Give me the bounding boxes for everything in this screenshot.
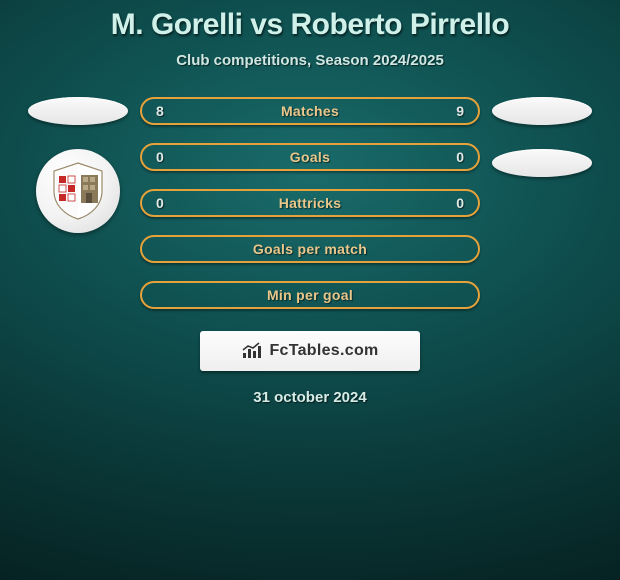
brand-text: FcTables.com <box>269 342 378 360</box>
stat-value-left: 8 <box>156 103 164 119</box>
rimini-crest-icon <box>46 159 110 223</box>
right-team-crest-placeholder <box>492 149 592 177</box>
left-player-photo-placeholder <box>28 97 128 125</box>
right-player-photo-placeholder <box>492 97 592 125</box>
right-column <box>492 97 592 177</box>
left-team-crest <box>36 149 120 233</box>
stat-label: Goals per match <box>253 241 367 257</box>
stat-label: Matches <box>281 103 339 119</box>
snapshot-date: 31 october 2024 <box>0 389 620 406</box>
chart-icon <box>241 342 263 360</box>
stat-value-left: 0 <box>156 149 164 165</box>
stat-label: Hattricks <box>279 195 342 211</box>
stat-row: Goals 0 0 <box>140 143 480 171</box>
comparison-layout: Matches 8 9 Goals 0 0 Hattricks 0 0 Goals per mat… <box>0 97 620 309</box>
stat-value-left: 0 <box>156 195 164 211</box>
page-title: M. Gorelli vs Roberto Pirrello <box>0 8 620 42</box>
stat-row: Matches 8 9 <box>140 97 480 125</box>
stat-row: Min per goal <box>140 281 480 309</box>
stat-row: Hattricks 0 0 <box>140 189 480 217</box>
stat-label: Goals <box>290 149 330 165</box>
stat-value-right: 0 <box>456 195 464 211</box>
stat-value-right: 9 <box>456 103 464 119</box>
stat-value-right: 0 <box>456 149 464 165</box>
stat-rows: Matches 8 9 Goals 0 0 Hattricks 0 0 Goals per mat… <box>140 97 480 309</box>
left-column <box>28 97 128 233</box>
brand-watermark: FcTables.com <box>200 331 420 371</box>
subtitle: Club competitions, Season 2024/2025 <box>0 52 620 69</box>
stat-label: Min per goal <box>267 287 353 303</box>
stat-row: Goals per match <box>140 235 480 263</box>
